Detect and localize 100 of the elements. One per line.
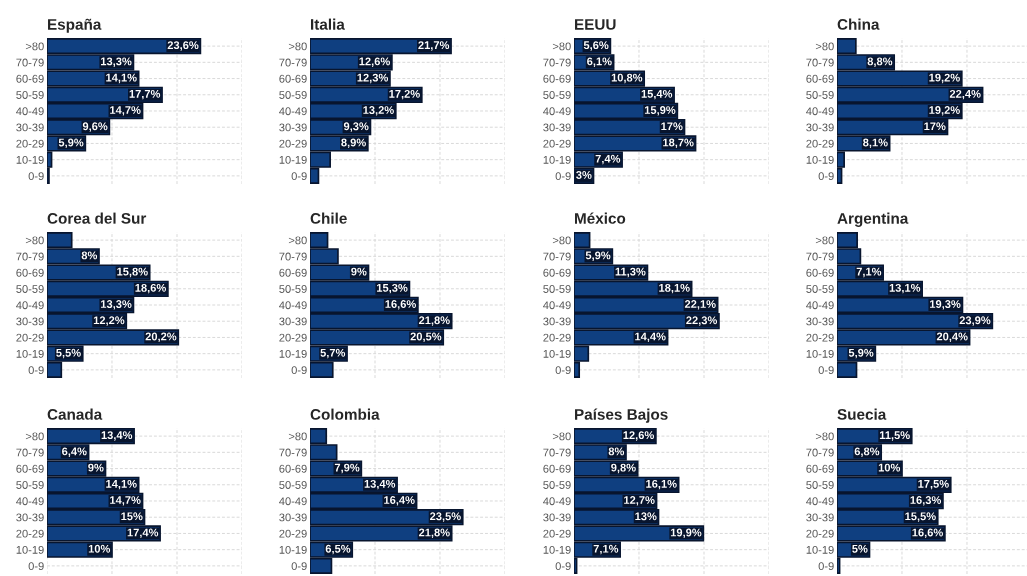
y-tick-label: 10-19 bbox=[806, 155, 834, 164]
y-tick-label: 70-79 bbox=[543, 58, 571, 67]
data-label: 15,3% bbox=[377, 283, 408, 294]
data-label: 8,1% bbox=[863, 138, 888, 149]
y-tick-label: 20-29 bbox=[16, 139, 44, 148]
y-tick-label: 10-19 bbox=[806, 349, 834, 358]
y-tick-label: 0-9 bbox=[818, 366, 834, 375]
data-label: 5,9% bbox=[58, 138, 84, 149]
y-tick-label: 50-59 bbox=[279, 91, 307, 99]
data-label: 15,4% bbox=[641, 89, 673, 100]
y-tick-label: >80 bbox=[815, 42, 834, 51]
data-label: 13,3% bbox=[101, 57, 132, 67]
y-tick-label: 30-39 bbox=[806, 317, 834, 326]
data-label: 20,5% bbox=[410, 332, 442, 343]
data-label: 9,3% bbox=[343, 122, 369, 132]
chart-title: Italia bbox=[311, 18, 345, 30]
data-label: 10% bbox=[878, 463, 901, 472]
data-label: 14,7% bbox=[110, 496, 141, 506]
y-tick-label: >80 bbox=[552, 236, 571, 245]
y-tick-label: 60-69 bbox=[806, 74, 834, 83]
data-label: 14,4% bbox=[635, 332, 666, 343]
y-tick-label: >80 bbox=[25, 42, 44, 51]
y-tick-label: 30-39 bbox=[543, 317, 571, 326]
data-label: 20,2% bbox=[145, 332, 177, 343]
y-tick-label: 30-39 bbox=[543, 513, 571, 522]
y-tick-label: 50-59 bbox=[543, 91, 571, 99]
data-label: 15% bbox=[121, 512, 143, 521]
y-tick-label: 10-19 bbox=[16, 349, 44, 358]
data-label: 11,5% bbox=[879, 431, 910, 441]
y-tick-label: 30-39 bbox=[806, 513, 834, 522]
data-label: 15,5% bbox=[905, 512, 936, 522]
data-label: 22,3% bbox=[686, 316, 718, 326]
data-label: 6,8% bbox=[854, 447, 880, 457]
y-tick-label: 20-29 bbox=[806, 139, 834, 148]
y-tick-label: 40-49 bbox=[279, 301, 307, 310]
y-tick-label: 50-59 bbox=[806, 481, 834, 489]
y-tick-label: 70-79 bbox=[16, 58, 44, 67]
y-tick-label: 30-39 bbox=[16, 317, 44, 326]
y-tick-label: >80 bbox=[288, 432, 307, 441]
y-tick-label: 50-59 bbox=[806, 285, 834, 293]
y-tick-label: 10-19 bbox=[279, 349, 307, 358]
data-label: 8% bbox=[81, 251, 98, 260]
y-tick-label: 40-49 bbox=[16, 107, 44, 116]
y-tick-label: 20-29 bbox=[279, 139, 307, 148]
data-label: 16,3% bbox=[910, 496, 942, 506]
y-tick-label: 0-9 bbox=[555, 172, 571, 181]
y-tick-label: 60-69 bbox=[279, 464, 307, 473]
y-tick-label: 40-49 bbox=[543, 301, 571, 310]
y-tick-label: 0-9 bbox=[291, 172, 307, 181]
y-tick-label: 20-29 bbox=[16, 333, 44, 342]
data-label: 12,6% bbox=[359, 57, 390, 67]
chart-title: Canada bbox=[47, 408, 103, 420]
data-label: 19,3% bbox=[930, 300, 961, 310]
y-tick-label: 0-9 bbox=[818, 172, 834, 181]
data-label: 13,4% bbox=[101, 431, 133, 441]
chart-title: EEUU bbox=[575, 19, 616, 30]
data-label: 18,1% bbox=[659, 283, 690, 294]
y-tick-label: 20-29 bbox=[279, 529, 307, 538]
data-label: 21,7% bbox=[418, 41, 450, 51]
data-label: 13,1% bbox=[889, 283, 921, 294]
y-tick-label: 10-19 bbox=[279, 545, 307, 554]
y-tick-label: 50-59 bbox=[279, 481, 307, 489]
data-label: 5% bbox=[852, 544, 868, 553]
y-tick-label: 60-69 bbox=[16, 464, 44, 473]
y-tick-label: 70-79 bbox=[16, 252, 44, 261]
data-label: 17% bbox=[924, 122, 946, 131]
y-tick-label: 50-59 bbox=[543, 481, 571, 489]
y-tick-label: 30-39 bbox=[16, 123, 44, 132]
data-label: 10,8% bbox=[611, 73, 643, 84]
y-tick-label: 70-79 bbox=[16, 448, 44, 457]
data-label: 7,4% bbox=[595, 154, 621, 165]
y-tick-label: 0-9 bbox=[28, 172, 44, 181]
y-tick-label: 0-9 bbox=[555, 562, 571, 571]
data-label: 13,4% bbox=[364, 479, 396, 490]
data-label: 15,8% bbox=[117, 267, 148, 278]
data-label: 8,9% bbox=[341, 138, 366, 149]
data-label: 19,2% bbox=[929, 106, 960, 116]
y-tick-label: >80 bbox=[25, 236, 44, 245]
y-tick-label: >80 bbox=[815, 432, 834, 441]
y-tick-label: 60-69 bbox=[16, 268, 44, 277]
y-tick-label: 10-19 bbox=[806, 545, 834, 554]
data-label: 20,4% bbox=[936, 332, 968, 343]
data-label: 7,9% bbox=[334, 463, 360, 474]
y-tick-label: 60-69 bbox=[279, 74, 307, 83]
data-label: 15,9% bbox=[644, 106, 676, 116]
data-label: 13% bbox=[635, 512, 657, 521]
data-label: 14,7% bbox=[110, 106, 141, 116]
data-label: 12,6% bbox=[623, 431, 654, 441]
data-label: 12,7% bbox=[624, 496, 655, 506]
y-tick-label: 0-9 bbox=[555, 366, 571, 375]
data-label: 16,4% bbox=[384, 496, 415, 506]
data-label: 9% bbox=[88, 463, 104, 472]
y-tick-label: 60-69 bbox=[806, 464, 834, 473]
data-label: 9,8% bbox=[611, 463, 636, 474]
y-tick-label: 0-9 bbox=[28, 562, 44, 571]
data-label: 21,8% bbox=[418, 528, 450, 539]
data-label: 23,5% bbox=[430, 512, 461, 522]
y-tick-label: 0-9 bbox=[28, 366, 44, 375]
y-tick-label: 0-9 bbox=[291, 562, 307, 571]
data-label: 6,5% bbox=[325, 544, 351, 555]
